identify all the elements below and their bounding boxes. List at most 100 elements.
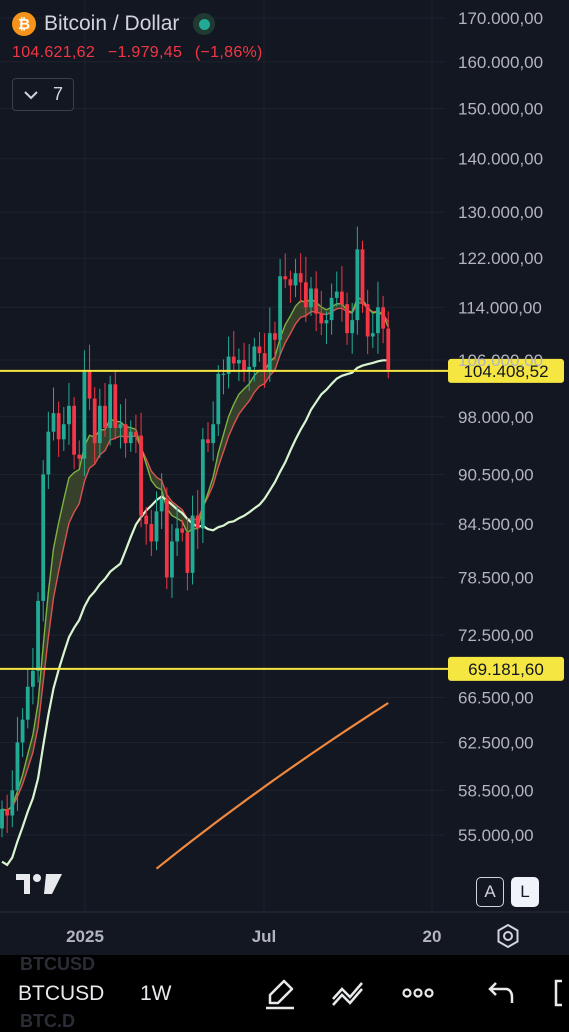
candle xyxy=(334,271,339,307)
candle-body xyxy=(283,276,288,280)
candle-body xyxy=(87,370,92,399)
horizontal-line-label-bg xyxy=(448,358,564,383)
candle xyxy=(82,350,87,477)
candle-body xyxy=(365,304,370,337)
candle-body xyxy=(345,304,349,334)
candle-body xyxy=(267,333,272,371)
indicators-toggle-button[interactable]: 7 xyxy=(12,78,74,111)
candle xyxy=(61,407,66,451)
candle xyxy=(247,344,252,391)
candle-body xyxy=(31,670,35,687)
candle xyxy=(242,342,246,382)
candle-body xyxy=(340,291,344,305)
chart-area[interactable]: 104.408,52 69.181,60 170.000,00 160.000,00… xyxy=(0,0,569,955)
horizontal-lines: 104.408,52 69.181,60 xyxy=(0,358,564,681)
candle-body xyxy=(293,273,298,286)
candle xyxy=(190,495,195,585)
ma-medium-line xyxy=(1,359,389,867)
candle xyxy=(46,411,51,490)
auto-scale-button[interactable]: A xyxy=(476,877,504,907)
timeframe-selector[interactable]: 1W xyxy=(140,982,172,1005)
candle xyxy=(97,388,102,458)
price-axis-label: 72.500,00 xyxy=(458,626,534,645)
candle-body xyxy=(226,356,231,374)
candle-body xyxy=(103,405,107,428)
candle-body xyxy=(154,511,159,542)
ma-long-line xyxy=(155,702,389,870)
candle xyxy=(185,518,190,591)
more-options-icon[interactable] xyxy=(400,975,436,1011)
candle-body xyxy=(77,454,82,459)
candle-body xyxy=(190,515,195,573)
candle xyxy=(340,265,344,322)
candle-body xyxy=(180,528,185,533)
candle-body xyxy=(118,424,123,428)
candle xyxy=(345,292,349,345)
price-axis-label: 78.500,00 xyxy=(458,568,534,587)
candle-body xyxy=(247,366,252,371)
symbol-selector[interactable]: BTCUSD xyxy=(18,982,105,1005)
candle-body xyxy=(123,424,128,444)
candle-body xyxy=(273,333,277,340)
undo-icon[interactable] xyxy=(482,975,518,1011)
candle xyxy=(365,289,370,355)
horizontal-line-label: 69.181,60 xyxy=(468,660,544,679)
log-scale-button[interactable]: L xyxy=(511,877,539,907)
price-axis-label: 84.500,00 xyxy=(458,515,534,534)
candle-body xyxy=(324,320,329,324)
candle-body xyxy=(314,288,319,314)
symbol-title[interactable]: Bitcoin / Dollar xyxy=(44,12,180,35)
price-axis-label: 98.000,00 xyxy=(458,408,534,427)
settings-gear-icon[interactable] xyxy=(494,922,522,950)
candle xyxy=(221,359,226,395)
candle xyxy=(154,491,159,551)
candle-body xyxy=(195,515,200,529)
candle-body xyxy=(278,276,282,340)
candle xyxy=(252,337,257,382)
candle-body xyxy=(72,405,76,455)
candle xyxy=(298,253,303,303)
candle-body xyxy=(61,424,66,440)
candle xyxy=(180,519,185,542)
candle-body xyxy=(144,515,149,525)
candle xyxy=(10,770,15,828)
ghost-symbol-above: BTCUSD xyxy=(20,954,95,974)
moving-averages xyxy=(1,297,389,870)
candle xyxy=(262,333,267,388)
drawing-pen-icon[interactable] xyxy=(262,975,298,1011)
ma-band-fill xyxy=(2,297,389,811)
candle-body xyxy=(51,413,56,432)
time-axis-label: 20 xyxy=(423,927,442,946)
candle-body xyxy=(128,431,133,444)
candle xyxy=(170,524,174,598)
price-axis-label: 122.000,00 xyxy=(458,249,543,268)
candle-body xyxy=(36,600,40,671)
market-open-icon[interactable] xyxy=(193,13,216,35)
candle xyxy=(128,420,133,452)
candle-body xyxy=(216,373,221,425)
candle xyxy=(273,321,277,361)
candle-body xyxy=(231,356,236,364)
price-axis-label: 170.000,00 xyxy=(458,9,543,28)
candle-body xyxy=(113,384,118,428)
price-chart[interactable]: 104.408,52 69.181,60 170.000,00 160.000,00… xyxy=(0,0,569,955)
candle-body xyxy=(5,809,10,816)
candle xyxy=(77,440,82,468)
candle xyxy=(237,348,241,381)
candle xyxy=(278,259,282,355)
candle-body xyxy=(134,431,138,436)
fullscreen-icon[interactable] xyxy=(548,975,569,1011)
candle-body xyxy=(56,413,61,440)
candle xyxy=(211,401,216,461)
candle-body xyxy=(242,359,246,371)
candle xyxy=(231,330,236,373)
indicator-count: 7 xyxy=(52,84,63,104)
price-axis-label: 106.000,00 xyxy=(458,351,543,370)
chart-pattern-icon[interactable] xyxy=(330,975,366,1011)
candle xyxy=(309,277,313,317)
candle-body xyxy=(262,353,267,371)
candle xyxy=(206,422,210,452)
axes: 170.000,00 160.000,00 150.000,00 140.000,00… xyxy=(66,9,543,946)
price-axis-label: 160.000,00 xyxy=(458,53,543,72)
candle-body xyxy=(20,719,25,743)
